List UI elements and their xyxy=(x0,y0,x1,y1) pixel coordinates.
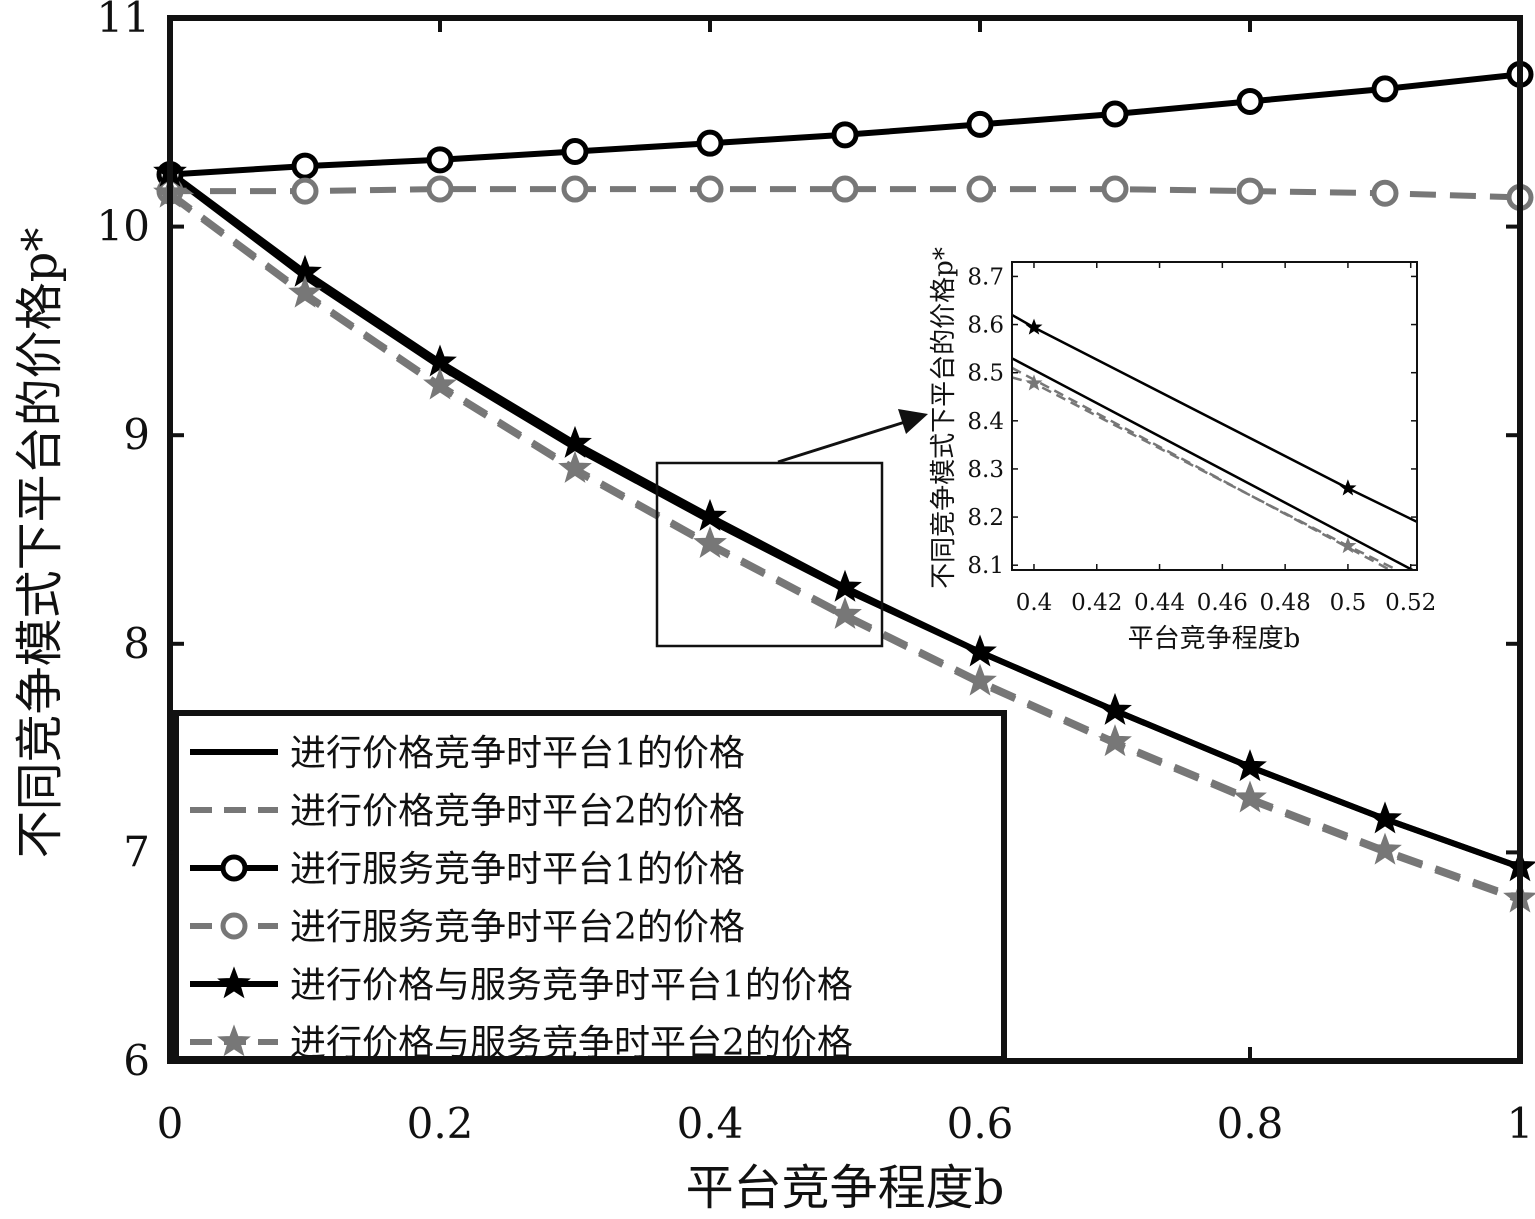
series-3-marker xyxy=(1101,100,1129,128)
series-6-marker xyxy=(963,663,997,696)
inset-plot-frame xyxy=(1011,261,1418,571)
y-tick-label: 10 xyxy=(97,202,150,251)
y-tick-label: 6 xyxy=(123,1036,150,1085)
zoom-arrow-head xyxy=(898,409,928,434)
series-6-marker xyxy=(1098,724,1132,757)
inset-x-tick-label: 0.52 xyxy=(1385,590,1436,616)
series-6-marker xyxy=(288,275,322,308)
series-5-marker xyxy=(693,498,727,531)
x-tick-label: 0.2 xyxy=(407,1099,474,1148)
y-tick-label: 8 xyxy=(123,619,150,668)
series-6-marker xyxy=(1233,780,1267,813)
inset-x-tick-label: 0.46 xyxy=(1197,590,1248,616)
inset-y-tick-label: 8.1 xyxy=(967,553,1004,579)
legend-marker-4 xyxy=(220,912,248,940)
inset-y-tick-label: 8.5 xyxy=(967,361,1004,387)
inset-y-tick-label: 8.6 xyxy=(967,313,1004,339)
legend-label-6: 进行价格与服务竞争时平台2的价格 xyxy=(290,1023,853,1064)
inset-background xyxy=(1012,262,1417,570)
series-6-marker xyxy=(828,596,862,629)
legend-box xyxy=(173,710,1007,1062)
legend-marker-6 xyxy=(217,1024,251,1057)
series-5-marker xyxy=(1233,749,1267,782)
series-5-marker xyxy=(1098,692,1132,725)
legend-label-1: 进行价格竞争时平台1的价格 xyxy=(290,733,745,774)
series-4-marker xyxy=(1371,179,1399,207)
series-3-marker xyxy=(966,110,994,138)
inset-series-4-marker xyxy=(1339,536,1357,554)
inset-x-tick-label: 0.42 xyxy=(1071,590,1122,616)
main-y-axis-label: 不同竞争模式下平台的价格p* xyxy=(12,228,68,859)
series-4-marker xyxy=(426,175,454,203)
series-4-marker xyxy=(696,175,724,203)
series-4-marker xyxy=(561,175,589,203)
zoom-arrow-line xyxy=(777,420,906,464)
inset-x-axis-label: 平台竞争程度b xyxy=(1128,624,1301,654)
series-4-marker xyxy=(291,177,319,205)
inset-series-group xyxy=(1012,313,1417,570)
series-3-marker xyxy=(1371,75,1399,103)
main-x-axis-label: 平台竞争程度b xyxy=(686,1160,1005,1216)
inset-markers-group xyxy=(1025,318,1357,554)
series-5-marker xyxy=(558,425,592,458)
y-tick-label: 11 xyxy=(97,0,150,42)
series-3-marker xyxy=(561,138,589,166)
series-3-marker xyxy=(426,146,454,174)
inset-y-tick-label: 8.2 xyxy=(967,505,1004,531)
legend-label-4: 进行服务竞争时平台2的价格 xyxy=(290,907,745,948)
inset-y-tick-label: 8.3 xyxy=(967,457,1004,483)
legend-label-2: 进行价格竞争时平台2的价格 xyxy=(290,791,745,832)
inset-y-axis-label: 不同竞争模式下平台的价格p* xyxy=(929,247,959,589)
main-markers-group xyxy=(153,60,1535,913)
series-5-marker xyxy=(828,569,862,602)
inset-series-1-marker xyxy=(1025,318,1043,335)
inset-series-4-marker xyxy=(1025,374,1043,391)
series-5-marker xyxy=(963,634,997,667)
inset-y-tick-label: 8.7 xyxy=(967,264,1004,290)
inset-series-line-2 xyxy=(1012,357,1416,570)
series-4-marker xyxy=(1236,177,1264,205)
inset-series-line-1 xyxy=(1012,313,1417,524)
legend-marker-3 xyxy=(220,854,248,882)
inset-x-tick-label: 0.5 xyxy=(1330,590,1367,616)
series-6-marker xyxy=(693,525,727,558)
inset-ticks-group: 0.4 0.42 0.44 0.46 0.48 0.5 0.52 8.1 8.2 8.3 8.4 8.… xyxy=(967,262,1436,616)
series-3-marker xyxy=(696,129,724,157)
series-3-marker xyxy=(1236,87,1264,115)
series-4-marker xyxy=(966,175,994,203)
x-tick-label: 0.8 xyxy=(1217,1099,1284,1148)
series-3-marker xyxy=(291,152,319,180)
legend: 进行价格竞争时平台1的价格进行价格竞争时平台2的价格进行服务竞争时平台1的价格进… xyxy=(173,710,1007,1064)
inset-series-1-marker xyxy=(1339,479,1357,496)
x-tick-label: 0 xyxy=(157,1099,184,1148)
inset-plot: 0.4 0.42 0.44 0.46 0.48 0.5 0.52 8.1 8.2 8.3 8.4 8.… xyxy=(967,261,1436,616)
inset-x-tick-label: 0.48 xyxy=(1260,590,1311,616)
inset-series-line-4 xyxy=(1012,376,1401,570)
series-4-marker xyxy=(831,175,859,203)
series-line-4 xyxy=(170,186,1520,201)
x-tick-label: 0.6 xyxy=(947,1099,1014,1148)
inset-x-tick-label: 0.4 xyxy=(1016,590,1053,616)
series-3-marker xyxy=(831,121,859,149)
legend-entries: 进行价格竞争时平台1的价格进行价格竞争时平台2的价格进行服务竞争时平台1的价格进… xyxy=(190,733,853,1064)
legend-marker-5 xyxy=(217,966,251,999)
legend-label-5: 进行价格与服务竞争时平台1的价格 xyxy=(290,965,853,1006)
zoom-rectangle xyxy=(655,461,884,648)
series-line-6 xyxy=(170,190,1520,902)
y-tick-label: 9 xyxy=(123,410,150,459)
x-tick-label: 0.4 xyxy=(677,1099,744,1148)
main-ticks-group: 0 0.2 0.4 0.6 0.8 1 6 7 8 9 10 11 xyxy=(97,0,1534,1148)
inset-y-tick-label: 8.4 xyxy=(967,409,1004,435)
x-tick-label: 1 xyxy=(1507,1099,1534,1148)
series-6-marker xyxy=(558,450,592,483)
legend-label-3: 进行服务竞争时平台1的价格 xyxy=(290,849,745,890)
series-6-marker xyxy=(1368,832,1402,865)
series-6-marker xyxy=(423,367,457,400)
inset-x-tick-label: 0.44 xyxy=(1134,590,1185,616)
series-5-marker xyxy=(1368,801,1402,834)
y-tick-label: 7 xyxy=(123,827,150,876)
series-4-marker xyxy=(1101,175,1129,203)
